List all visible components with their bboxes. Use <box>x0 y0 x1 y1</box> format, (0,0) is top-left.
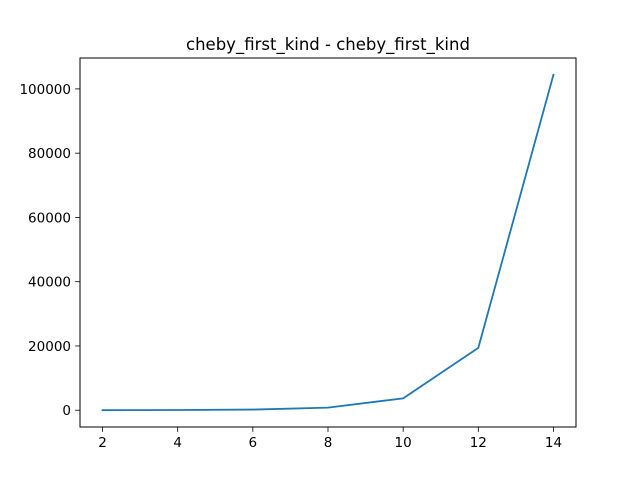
y-tick-label: 80000 <box>28 146 71 162</box>
y-tick-label: 60000 <box>28 210 71 226</box>
x-tick-label: 8 <box>324 435 333 451</box>
x-tick-label: 4 <box>173 435 182 451</box>
y-axis: 0 20000 40000 60000 80000 100000 <box>19 82 80 419</box>
x-tick-label: 14 <box>545 435 562 451</box>
series-layer <box>101 73 555 412</box>
plot-area: 2 4 6 8 10 12 14 0 20000 40000 60000 80000 100000 <box>19 57 577 451</box>
y-tick-label: 40000 <box>28 275 71 291</box>
x-tick-label: 2 <box>98 435 107 451</box>
x-tick-label: 10 <box>395 435 412 451</box>
plot-frame <box>79 57 577 428</box>
y-tick-label: 20000 <box>28 339 71 355</box>
plot-background <box>80 58 576 427</box>
x-tick-label: 6 <box>249 435 258 451</box>
y-tick-label: 0 <box>62 403 71 419</box>
series-line-0 <box>101 73 555 412</box>
x-tick-label: 12 <box>470 435 487 451</box>
x-axis: 2 4 6 8 10 12 14 <box>98 427 562 451</box>
y-tick-label: 100000 <box>19 82 71 98</box>
chart-title: cheby_first_kind - cheby_first_kind <box>186 35 470 55</box>
